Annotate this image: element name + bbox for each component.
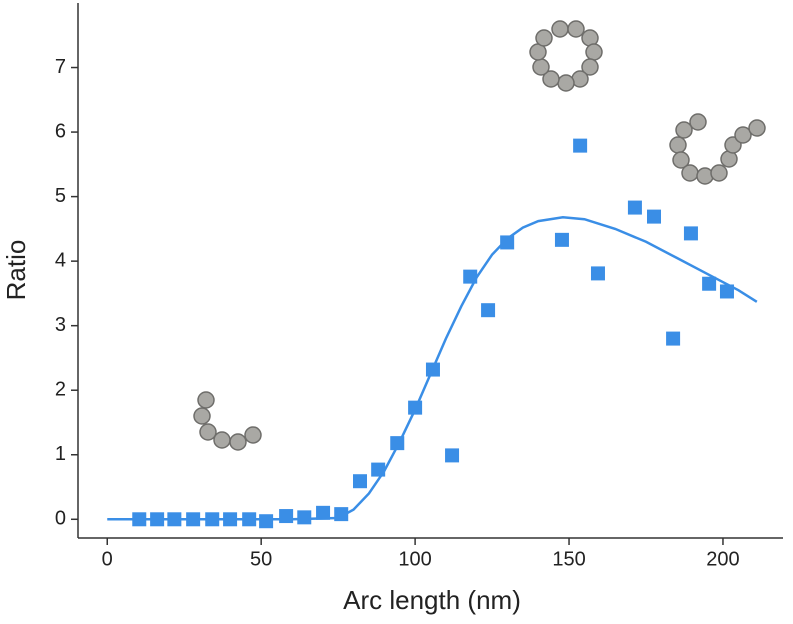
y-tick-label: 7 [55, 56, 66, 78]
data-point [316, 505, 331, 520]
data-point [627, 200, 642, 215]
data-point [719, 284, 734, 299]
x-tick-label: 50 [250, 548, 272, 570]
data-point [573, 138, 588, 153]
y-tick-label: 4 [55, 249, 66, 271]
data-point [683, 226, 698, 241]
y-tick-label: 3 [55, 314, 66, 336]
x-tick-label: 0 [102, 548, 113, 570]
bead-illustrations [193, 20, 766, 451]
y-tick-label: 2 [55, 378, 66, 400]
data-point [445, 448, 460, 463]
y-tick-label: 1 [55, 443, 66, 465]
data-point [590, 266, 605, 281]
data-point [279, 509, 294, 524]
data-point [481, 303, 496, 318]
x-tick-label: 200 [706, 548, 739, 570]
data-point [463, 269, 478, 284]
data-point [500, 235, 515, 250]
x-tick-label: 100 [398, 548, 431, 570]
x-tick-label: 150 [552, 548, 585, 570]
fit-line [107, 215, 758, 521]
data-point [259, 514, 274, 529]
y-axis-label: Ratio [1, 240, 31, 301]
data-point [554, 232, 569, 247]
data-point [702, 276, 717, 291]
data-point [297, 510, 312, 525]
data-point [647, 209, 662, 224]
x-axis-label: Arc length (nm) [343, 585, 521, 615]
y-tick-label: 0 [55, 508, 66, 530]
data-point [666, 331, 681, 346]
y-tick-label: 5 [55, 185, 66, 207]
y-tick-label: 6 [55, 120, 66, 142]
data-point [353, 474, 367, 489]
